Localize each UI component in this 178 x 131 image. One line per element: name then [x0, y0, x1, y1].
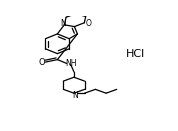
Text: N: N: [72, 91, 78, 100]
Text: O: O: [38, 58, 45, 67]
Text: O: O: [85, 19, 91, 28]
Text: NH: NH: [65, 59, 77, 68]
Text: N: N: [60, 19, 66, 28]
Text: HCl: HCl: [126, 49, 145, 59]
